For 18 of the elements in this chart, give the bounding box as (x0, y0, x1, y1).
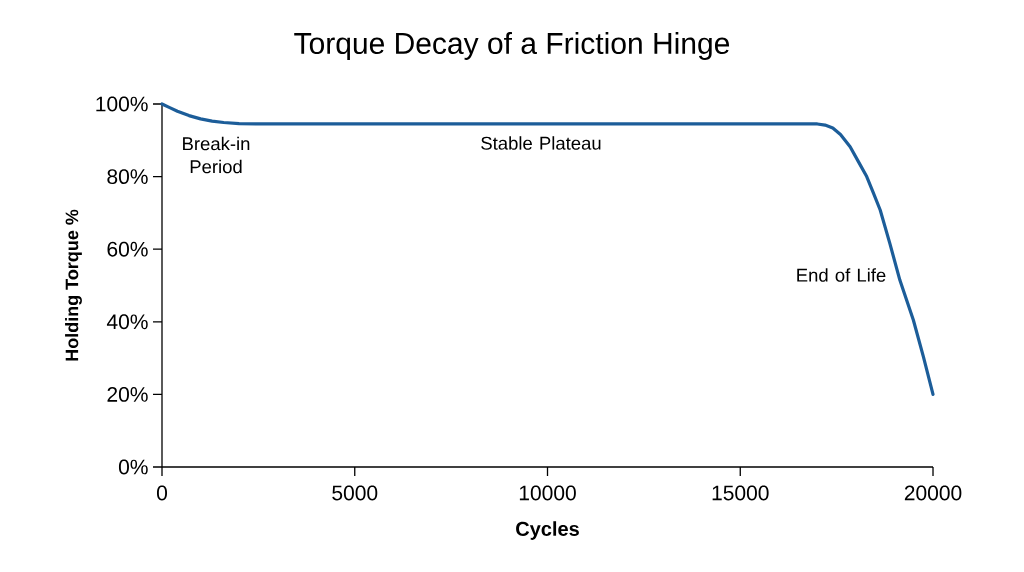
y-axis-title: Holding Torque % (65, 209, 82, 361)
x-tick-label: 5000 (332, 485, 378, 501)
chart-title: Torque Decay of a Friction Hinge (294, 32, 730, 60)
annotation: End of Life (797, 268, 886, 282)
x-tick-label: 0 (156, 485, 168, 501)
y-tick-label: 100% (96, 96, 148, 112)
line-series (160, 102, 935, 396)
y-tick-label: 80% (107, 169, 148, 185)
x-tick-label: 20000 (904, 485, 962, 501)
x-axis-title: Cycles (516, 521, 579, 540)
y-tick-label: 20% (107, 386, 148, 402)
y-tick-label: 0% (118, 459, 148, 475)
y-tick-label: 40% (106, 314, 148, 330)
annotation: Break-in Period (183, 136, 250, 174)
annotation: Stable Plateau (481, 136, 601, 150)
x-tick-label: 10000 (519, 485, 576, 501)
y-tick-label: 60% (107, 241, 148, 257)
x-tick-label: 15000 (712, 485, 769, 501)
